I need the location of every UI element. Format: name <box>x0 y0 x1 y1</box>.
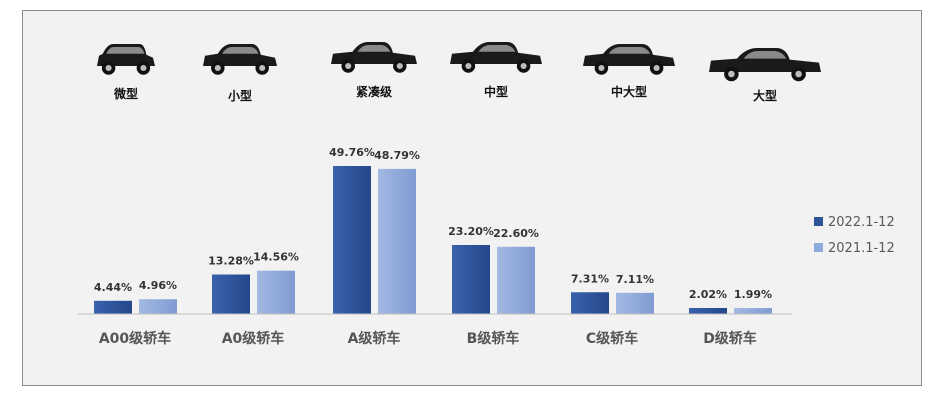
bar-0-5 <box>689 307 727 314</box>
data-label-0-4: 7.31% <box>571 272 609 285</box>
data-label-0-1: 13.28% <box>208 255 254 268</box>
compact-car-icon <box>331 42 417 73</box>
car-type-label-4: 中大型 <box>611 84 647 99</box>
legend-swatch-0 <box>814 217 823 226</box>
bar-1-1 <box>257 270 295 314</box>
bars-layer: 4.44% 13.28% 49.76% 23.20% 7.31% 2.02% 4.96% 14… <box>94 146 772 314</box>
data-label-1-0: 4.96% <box>139 279 177 292</box>
data-label-1-3: 22.60% <box>493 227 539 240</box>
bar-1-4 <box>616 292 654 314</box>
data-label-0-3: 23.20% <box>448 225 494 238</box>
category-label-2: A级轿车 <box>348 330 401 347</box>
car-icons: 微型 小型 紧凑级 中型 中大型 大型 <box>97 42 821 103</box>
legend: 2022.1-12 2021.1-12 <box>814 215 895 256</box>
car-type-label-3: 中型 <box>484 84 508 99</box>
car-type-label-5: 大型 <box>753 88 777 103</box>
large-car-icon <box>709 48 821 82</box>
bar-1-5 <box>734 308 772 314</box>
data-label-1-5: 1.99% <box>734 288 772 301</box>
midsize-car-icon <box>450 42 542 73</box>
bar-0-3 <box>452 244 490 314</box>
car-type-label-1: 小型 <box>228 88 252 103</box>
legend-swatch-1 <box>814 243 823 252</box>
chart-frame <box>22 10 922 386</box>
bar-0-0 <box>94 300 132 314</box>
bar-0-2 <box>333 166 371 314</box>
category-label-3: B级轿车 <box>467 330 520 347</box>
small-car-icon <box>203 44 277 75</box>
legend-label-0: 2022.1-12 <box>828 215 895 230</box>
data-label-0-2: 49.76% <box>329 146 375 159</box>
data-label-0-5: 2.02% <box>689 288 727 301</box>
car-type-label-2: 紧凑级 <box>356 84 392 99</box>
bar-0-4 <box>571 292 609 314</box>
data-label-0-0: 4.44% <box>94 281 132 294</box>
micro-car-icon <box>97 44 155 75</box>
bar-0-1 <box>212 274 250 314</box>
data-label-1-4: 7.11% <box>616 273 654 286</box>
data-label-1-2: 48.79% <box>374 149 420 162</box>
bar-1-0 <box>139 299 177 314</box>
car-type-label-0: 微型 <box>113 86 138 101</box>
category-label-5: D级轿车 <box>703 330 757 347</box>
data-label-1-1: 14.56% <box>253 251 299 264</box>
category-labels: A00级轿车 A0级轿车 A级轿车 B级轿车 C级轿车 D级轿车 <box>99 330 757 347</box>
legend-label-1: 2021.1-12 <box>828 241 895 256</box>
bar-1-3 <box>497 246 535 314</box>
large-midsize-car-icon <box>583 44 675 75</box>
category-label-4: C级轿车 <box>586 330 638 347</box>
bar-1-2 <box>378 168 416 314</box>
category-label-0: A00级轿车 <box>99 330 171 347</box>
category-label-1: A0级轿车 <box>222 330 285 347</box>
